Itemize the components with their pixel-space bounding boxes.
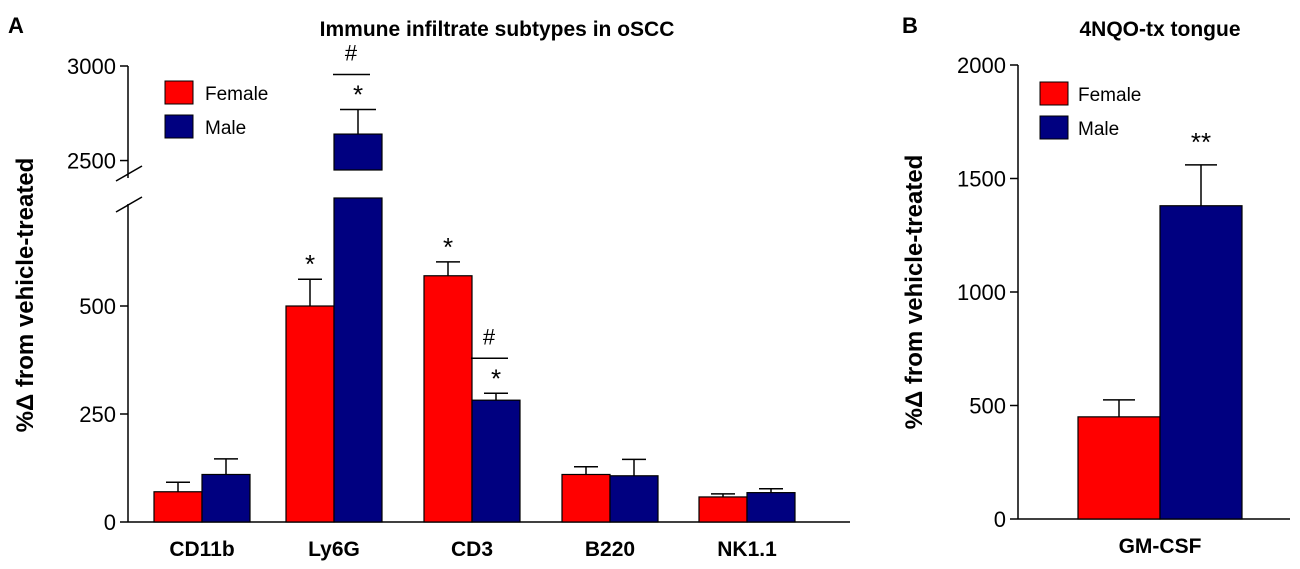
bar-male-upper xyxy=(333,133,383,171)
chart-title-a: Immune infiltrate subtypes in oSCC xyxy=(320,18,675,41)
bar-female xyxy=(561,473,611,523)
bar-female xyxy=(698,496,748,523)
significance-star: * xyxy=(353,79,363,109)
x-tick-label-a: CD3 xyxy=(451,538,493,561)
axis-break-mark-upper xyxy=(115,165,143,182)
y-tick-label-b: 0 xyxy=(994,507,1006,532)
axis-break-mark-lower xyxy=(115,196,143,213)
hash-mark: # xyxy=(345,40,358,65)
bar-female xyxy=(423,275,473,523)
bar-male xyxy=(471,399,521,523)
legend-label-female: Female xyxy=(205,84,268,105)
x-tick-label-a: NK1.1 xyxy=(717,538,777,561)
y-axis-label-b: %Δ from vehicle-treated xyxy=(901,155,928,430)
bar-male xyxy=(746,492,796,523)
y-tick-label-a: 250 xyxy=(79,402,116,427)
significance-star: * xyxy=(491,363,501,393)
significance-double-star: ** xyxy=(1191,127,1211,157)
y-tick-label-a: 3000 xyxy=(67,54,116,79)
y-tick-label-a: 0 xyxy=(104,510,116,535)
x-tick-label-a: Ly6G xyxy=(308,538,360,561)
bar-male xyxy=(609,475,659,523)
y-axis-label-a: %Δ from vehicle-treated xyxy=(12,158,39,433)
bar-female xyxy=(285,305,335,523)
y-tick-label-b: 500 xyxy=(969,394,1006,419)
panel-letter-a: A xyxy=(8,13,24,38)
chart-title-b: 4NQO-tx tongue xyxy=(1080,18,1241,41)
bar-male xyxy=(333,197,383,523)
legend-swatch-male-b xyxy=(1039,115,1069,140)
y-tick-label-b: 2000 xyxy=(957,53,1006,78)
hash-mark: # xyxy=(483,324,496,349)
bar-b-male xyxy=(1159,205,1243,520)
x-tick-label-a: B220 xyxy=(585,538,635,561)
bar-male xyxy=(201,473,251,523)
bar-b-female xyxy=(1077,416,1161,520)
panel-letter-b: B xyxy=(902,13,918,38)
legend-label-male-b: Male xyxy=(1078,119,1119,140)
legend-swatch-male xyxy=(164,114,194,139)
legend-label-male: Male xyxy=(205,118,246,139)
x-tick-label-a: CD11b xyxy=(169,538,234,561)
bar-female xyxy=(153,491,203,523)
y-tick-label-b: 1000 xyxy=(957,280,1006,305)
legend-swatch-female xyxy=(164,80,194,105)
x-tick-label-b: GM-CSF xyxy=(1119,535,1202,558)
significance-star: * xyxy=(443,232,453,262)
legend-label-female-b: Female xyxy=(1078,85,1141,106)
y-tick-label-a: 500 xyxy=(79,294,116,319)
significance-star: * xyxy=(305,249,315,279)
y-tick-label-b: 1500 xyxy=(957,167,1006,192)
y-tick-label-a: 2500 xyxy=(67,149,116,174)
legend-swatch-female-b xyxy=(1039,81,1069,106)
